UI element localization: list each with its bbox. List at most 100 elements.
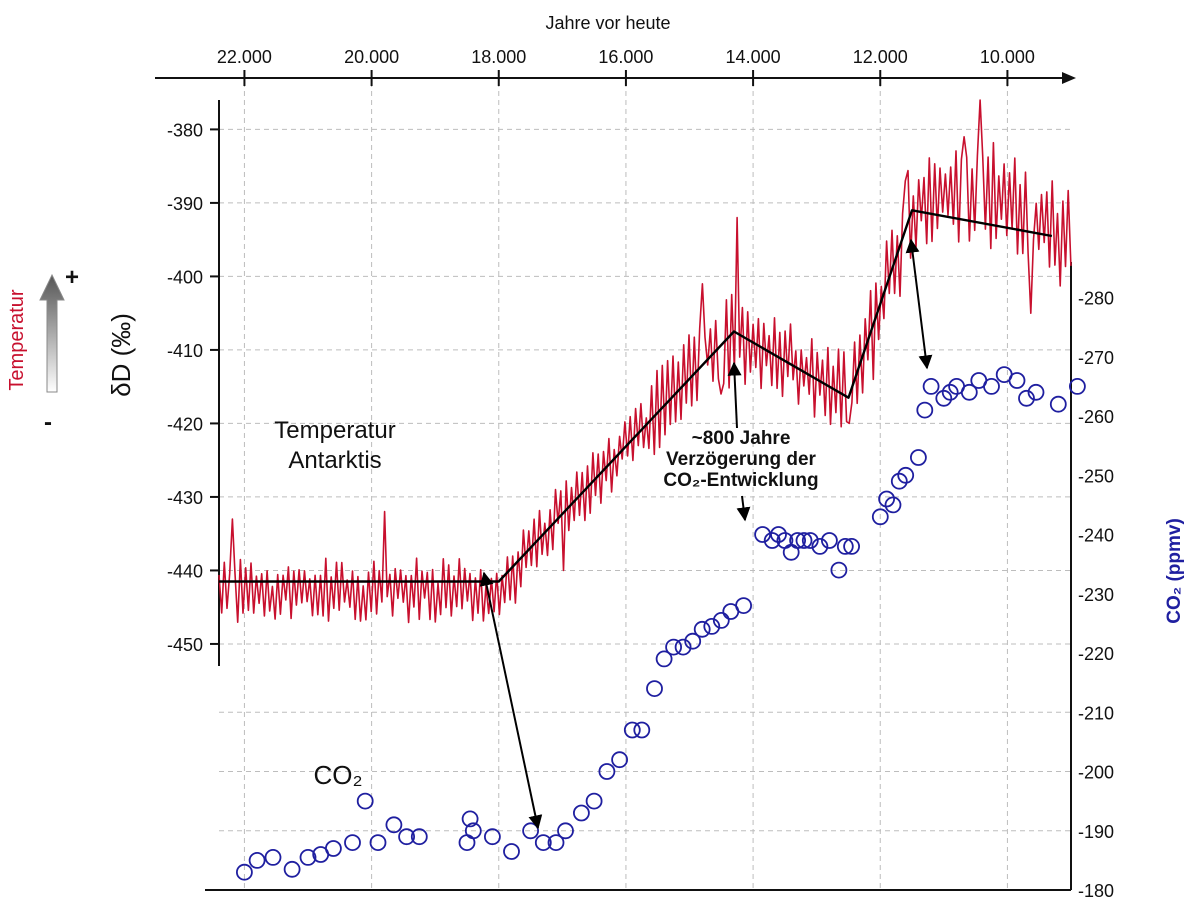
top-axis-tick-label: 14.000: [726, 47, 781, 67]
co2-point: [735, 597, 752, 614]
left-axis-tick-label: -390: [167, 194, 203, 214]
co2-point: [547, 834, 565, 851]
right-axis-tick-label: -200: [1078, 763, 1114, 783]
right-axis-tick-label: -280: [1078, 289, 1114, 309]
co2-point: [503, 843, 520, 860]
right-axis-tick-label: -180: [1078, 881, 1114, 901]
top-axis-tick-label: 10.000: [980, 47, 1035, 67]
temperature-plus-sign: +: [65, 264, 79, 291]
co2-point: [674, 638, 692, 656]
co2-point: [1069, 377, 1086, 395]
annotation-co2: CO₂: [313, 760, 362, 790]
co2-point: [693, 620, 711, 638]
co2-point: [598, 763, 616, 780]
temperature-trend: [219, 209, 1053, 583]
right-axis-tick-label: -250: [1078, 466, 1114, 486]
co2-point: [623, 721, 641, 739]
co2-point: [703, 618, 721, 635]
left-axis-tick-label: -410: [167, 341, 203, 361]
lag-arrow-4: [736, 495, 751, 522]
top-axis-tick-label: 16.000: [598, 47, 653, 67]
co2-point: [283, 860, 301, 878]
left-axis-tick-label: -380: [167, 120, 203, 140]
left-axis-title: δD (‰): [106, 313, 136, 397]
left-axis: -380-390-400-410-420-430-440-450 δD (‰) …: [6, 100, 220, 666]
co2-point: [884, 496, 902, 514]
top-axis-tick-label: 18.000: [471, 47, 526, 67]
top-axis-tick-label: 22.000: [217, 47, 272, 67]
co2-point: [1049, 395, 1067, 413]
right-axis: -280 -270 -260 -250 -240 -230 -220 -210 -200 -190…: [1070, 262, 1185, 901]
co2-point: [770, 526, 787, 543]
temperature-trend-line: [219, 209, 1053, 583]
co2-point: [1018, 389, 1035, 407]
co2-point: [557, 822, 574, 840]
co2-point: [960, 383, 978, 401]
co2-point: [795, 532, 813, 549]
co2-point: [464, 822, 482, 840]
co2-point: [611, 751, 628, 769]
co2-point: [534, 834, 552, 851]
right-axis-title: CO₂ (ppmv): [1164, 518, 1185, 624]
co2-point: [248, 852, 266, 869]
co2-point: [369, 834, 387, 851]
top-axis: 22.000 20.000 18.000 16.000 14.000 12.000 10.0…: [155, 13, 1076, 86]
left-axis-tick-label: -400: [167, 267, 203, 287]
co2-point: [843, 538, 860, 555]
left-axis-tick-label: -440: [167, 561, 203, 581]
co2-point: [483, 828, 501, 846]
co2-point: [461, 810, 479, 828]
right-axis-tick-label: -190: [1078, 822, 1114, 842]
right-axis-tick-label: -240: [1078, 526, 1114, 546]
co2-point: [916, 401, 934, 419]
top-axis-arrow-icon: [1062, 72, 1076, 84]
co2-point: [410, 828, 428, 846]
co2-point: [763, 532, 781, 549]
co2-point: [922, 377, 940, 395]
temperature-side-label: Temperatur: [6, 289, 28, 390]
left-axis-tick-label: -450: [167, 635, 203, 655]
co2-point: [897, 466, 915, 484]
co2-point: [665, 638, 682, 656]
co2-point: [684, 632, 702, 650]
left-axis-tick-label: -430: [167, 488, 203, 508]
co2-point: [821, 532, 838, 549]
lag-arrow-2: [905, 238, 933, 370]
temperature-line: [218, 99, 1072, 624]
temperature-minus-sign: -: [44, 409, 52, 436]
annotation-lag-line1: ~800 Jahre: [692, 428, 791, 449]
co2-point: [836, 538, 854, 555]
co2-point: [633, 721, 651, 739]
co2-point: [878, 490, 895, 508]
top-axis-title: Jahre vor heute: [545, 13, 670, 33]
right-axis-tick-label: -210: [1078, 703, 1114, 723]
co2-point: [398, 828, 416, 846]
annotation-temperature-antarctica-line2: Antarktis: [288, 447, 381, 474]
co2-point: [871, 508, 889, 526]
top-axis-tick-label: 12.000: [853, 47, 908, 67]
co2-point: [754, 526, 771, 543]
co2-series: [235, 366, 1086, 881]
lag-arrows: [479, 238, 933, 830]
co2-point: [646, 680, 663, 697]
co2-point: [935, 389, 953, 407]
co2-point: [264, 849, 282, 866]
temperature-series: [218, 99, 1072, 624]
co2-point: [789, 532, 806, 549]
co2-point: [1008, 372, 1026, 389]
co2-point: [324, 840, 342, 857]
co2-point: [712, 612, 730, 629]
annotation-temperature-antarctica-line1: Temperatur: [274, 417, 395, 444]
annotation-lag-line3: CO₂-Entwicklung: [663, 470, 818, 491]
left-axis-tick-label: -420: [167, 414, 203, 434]
right-axis-tick-label: -220: [1078, 644, 1114, 664]
co2-point: [344, 834, 361, 851]
co2-point: [1027, 383, 1045, 401]
right-axis-tick-label: -230: [1078, 585, 1114, 605]
lag-arrow-3: [727, 361, 742, 429]
top-axis-tick-label: 20.000: [344, 47, 399, 67]
co2-point: [385, 816, 403, 834]
temperature-direction-arrow-icon: [39, 273, 65, 393]
co2-point: [299, 849, 317, 866]
